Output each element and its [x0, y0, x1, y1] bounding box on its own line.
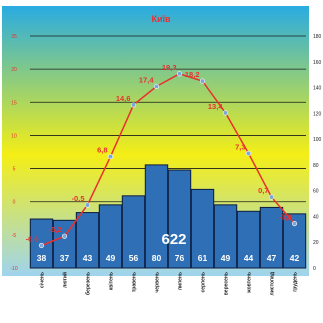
temperature-marker: [176, 71, 183, 77]
left-tick-label: 15: [11, 100, 17, 106]
precipitation-bar: [167, 169, 192, 269]
precipitation-bar: [98, 204, 123, 269]
temperature-marker: [199, 78, 206, 84]
precipitation-bar: [236, 210, 261, 269]
temperature-marker: [130, 102, 137, 108]
left-axis-ticks: 25 20 15 10 5 0 -5 -10: [10, 34, 17, 272]
temperature-label: -6,6: [26, 234, 39, 243]
left-tick-label: -10: [10, 266, 17, 272]
chart-title: Київ: [151, 14, 171, 24]
temperature-label: -5,2: [49, 225, 62, 234]
left-tick-label: 10: [11, 133, 17, 139]
x-axis-label: липень: [178, 272, 184, 290]
temperature-marker: [84, 202, 91, 208]
x-axis-labels: січень лютий березень квітень травень червень…: [40, 271, 299, 295]
temperature-marker: [107, 154, 114, 160]
precipitation-bar: [144, 164, 169, 269]
precipitation-bar: [259, 206, 284, 269]
right-tick-label: 80: [313, 163, 319, 169]
x-axis-label: грудень: [293, 272, 299, 292]
temperature-label: 0,7: [258, 186, 268, 195]
temperature-label: 18,2: [185, 70, 200, 79]
temperature-label: 17,4: [139, 75, 154, 84]
x-axis-label: жовтень: [247, 272, 253, 294]
right-tick-label: 0: [313, 266, 316, 272]
temperature-label: 7,3: [235, 142, 245, 151]
temperature-marker: [153, 83, 160, 89]
precipitation-bar: [190, 188, 215, 269]
bar-value-label: 49: [221, 253, 231, 263]
x-axis-label: травень: [132, 272, 138, 292]
bar-value-label: 56: [129, 253, 139, 263]
precipitation-bar: [121, 195, 146, 269]
temperature-marker: [245, 150, 252, 156]
left-tick-label: 0: [13, 200, 16, 206]
x-axis-label: червень: [155, 272, 161, 293]
left-tick-label: -5: [12, 233, 17, 239]
x-axis-label: січень: [40, 272, 46, 288]
bar-value-label: 42: [290, 253, 300, 263]
temperature-marker: [222, 110, 229, 116]
right-tick-label: 20: [313, 240, 319, 246]
left-tick-label: 25: [11, 34, 17, 40]
bar-value-label: 38: [37, 253, 47, 263]
temperature-label: 19,3: [162, 63, 177, 72]
temperature-labels: -6,6 -5,2 -0,5 6,8 14,6 17,4 19,3 18,2 13,4 7,3 0,…: [26, 63, 292, 244]
bar-value-label: 44: [244, 253, 254, 263]
temperature-label: -3,3: [279, 213, 292, 222]
precipitation-bar: [52, 219, 77, 269]
bar-value-label: 47: [267, 253, 277, 263]
bar-value-label: 49: [106, 253, 116, 263]
temperature-marker: [291, 220, 298, 227]
temperature-label: 14,6: [116, 94, 131, 103]
temperature-line: [41, 72, 296, 247]
right-tick-label: 140: [313, 86, 322, 92]
precipitation-bar: [282, 213, 307, 269]
x-axis-label: лютий: [62, 272, 69, 288]
bar-value-label: 43: [83, 253, 93, 263]
x-axis-label: квітень: [109, 272, 115, 290]
right-axis-ticks: 180 160 140 120 100 80 60 40 20 0: [313, 34, 322, 272]
left-tick-label: 5: [13, 167, 16, 173]
x-axis-label: серпень: [201, 272, 207, 293]
temperature-marker: [61, 233, 68, 239]
right-tick-label: 40: [313, 214, 319, 220]
x-axis-label: листопад: [270, 271, 276, 295]
bar-value-label: 61: [198, 253, 208, 263]
x-axis-label: вересень: [224, 272, 230, 295]
temperature-marker: [268, 194, 275, 200]
bar-value-label: 76: [175, 253, 185, 263]
precipitation-bar: [213, 204, 238, 269]
right-tick-label: 180: [313, 34, 322, 40]
precipitation-bar: [75, 212, 100, 269]
temperature-markers: [38, 71, 298, 249]
x-axis-label: березень: [85, 272, 92, 295]
temperature-label: 6,8: [97, 146, 107, 155]
temperature-marker: [38, 242, 45, 249]
temperature-label: 13,4: [208, 102, 223, 111]
total-precipitation-label: 622: [161, 231, 186, 248]
bar-value-label: 80: [152, 253, 162, 263]
bar-value-labels: 38 37 43 49 56 80 76 61 49 44 47 42: [37, 253, 300, 263]
left-tick-label: 20: [11, 67, 17, 73]
bar-value-label: 37: [60, 253, 70, 263]
right-tick-label: 100: [313, 137, 322, 143]
right-tick-label: 160: [313, 60, 322, 66]
right-tick-label: 60: [313, 189, 319, 195]
right-tick-label: 120: [313, 111, 322, 117]
temperature-label: -0,5: [72, 194, 85, 203]
